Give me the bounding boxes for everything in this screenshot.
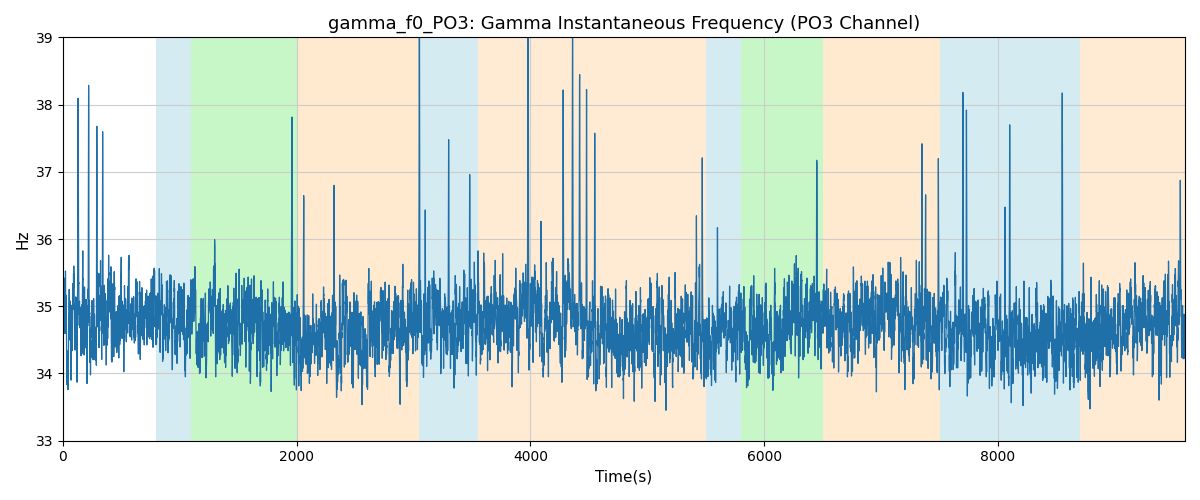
Title: gamma_f0_PO3: Gamma Instantaneous Frequency (PO3 Channel): gamma_f0_PO3: Gamma Instantaneous Freque… bbox=[328, 15, 920, 34]
Bar bbox=[740, 38, 823, 440]
Bar bbox=[706, 38, 740, 440]
Bar bbox=[478, 38, 706, 440]
Bar bbox=[823, 38, 940, 440]
Bar bbox=[420, 38, 478, 440]
Bar bbox=[940, 38, 1080, 440]
Y-axis label: Hz: Hz bbox=[16, 230, 30, 249]
Bar bbox=[1080, 38, 1186, 440]
Bar bbox=[192, 38, 296, 440]
Bar bbox=[156, 38, 192, 440]
X-axis label: Time(s): Time(s) bbox=[595, 470, 653, 485]
Bar bbox=[296, 38, 420, 440]
